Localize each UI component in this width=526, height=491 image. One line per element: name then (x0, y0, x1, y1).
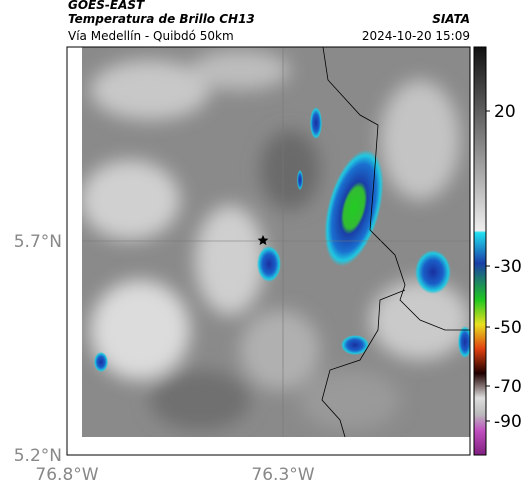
colorbar-ticks: 20 -30 -50 -70 -90 (486, 102, 522, 432)
datetime: 2024-10-20 15:09 (362, 29, 470, 43)
subtitle: Temperatura de Brillo CH13 (68, 12, 255, 26)
lon-label: 76.8°W (35, 465, 98, 485)
colorbar-label: -70 (494, 377, 522, 397)
location: Vía Medellín - Quibdó 50km (68, 29, 234, 43)
satellite-image (82, 47, 470, 437)
colorbar-label: 20 (494, 102, 516, 122)
lat-label: 5.2°N (14, 446, 62, 466)
colorbar (473, 46, 487, 456)
colorbar-label: -30 (494, 257, 522, 277)
source: SIATA (432, 12, 470, 26)
lon-label: 76.3°W (251, 465, 314, 485)
map-frame (66, 46, 471, 456)
colorbar-label: -90 (494, 412, 522, 432)
lat-label: 5.7°N (14, 232, 62, 252)
title: GOES-EAST (68, 0, 145, 12)
colorbar-label: -50 (494, 318, 522, 338)
